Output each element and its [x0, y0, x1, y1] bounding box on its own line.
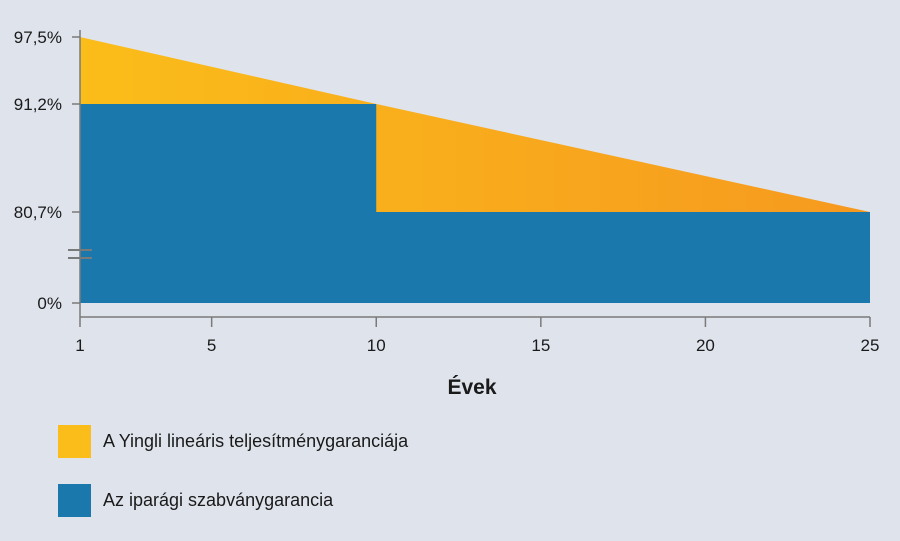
x-tick-label-25: 25 — [861, 336, 880, 355]
x-tick-label-1: 1 — [75, 336, 84, 355]
x-tick-label-15: 15 — [531, 336, 550, 355]
y-tick-label-3: 0% — [37, 294, 62, 313]
legend-swatch-industry — [58, 483, 91, 517]
legend-item-industry: Az iparági szabványgarancia — [58, 482, 408, 518]
x-tick-label-20: 20 — [696, 336, 715, 355]
x-tick-label-10: 10 — [367, 336, 386, 355]
x-axis-title: Évek — [447, 376, 496, 399]
legend-item-yingli: A Yingli lineáris teljesítménygaranciája — [58, 423, 408, 459]
y-tick-label-2: 80,7% — [14, 203, 62, 222]
x-tick-label-5: 5 — [207, 336, 216, 355]
legend-label-industry: Az iparági szabványgarancia — [103, 489, 334, 510]
legend-swatch-yingli — [58, 424, 91, 458]
area-industry — [80, 104, 870, 303]
chart: 1 5 10 15 20 25 97,5%91,2%80,7%0% Évek — [14, 28, 880, 399]
legend-label-yingli: A Yingli lineáris teljesítménygaranciája — [103, 430, 409, 451]
legend: A Yingli lineáris teljesítménygaranciája… — [58, 423, 408, 541]
y-tick-label-1: 91,2% — [14, 95, 62, 114]
y-tick-label-0: 97,5% — [14, 28, 62, 47]
